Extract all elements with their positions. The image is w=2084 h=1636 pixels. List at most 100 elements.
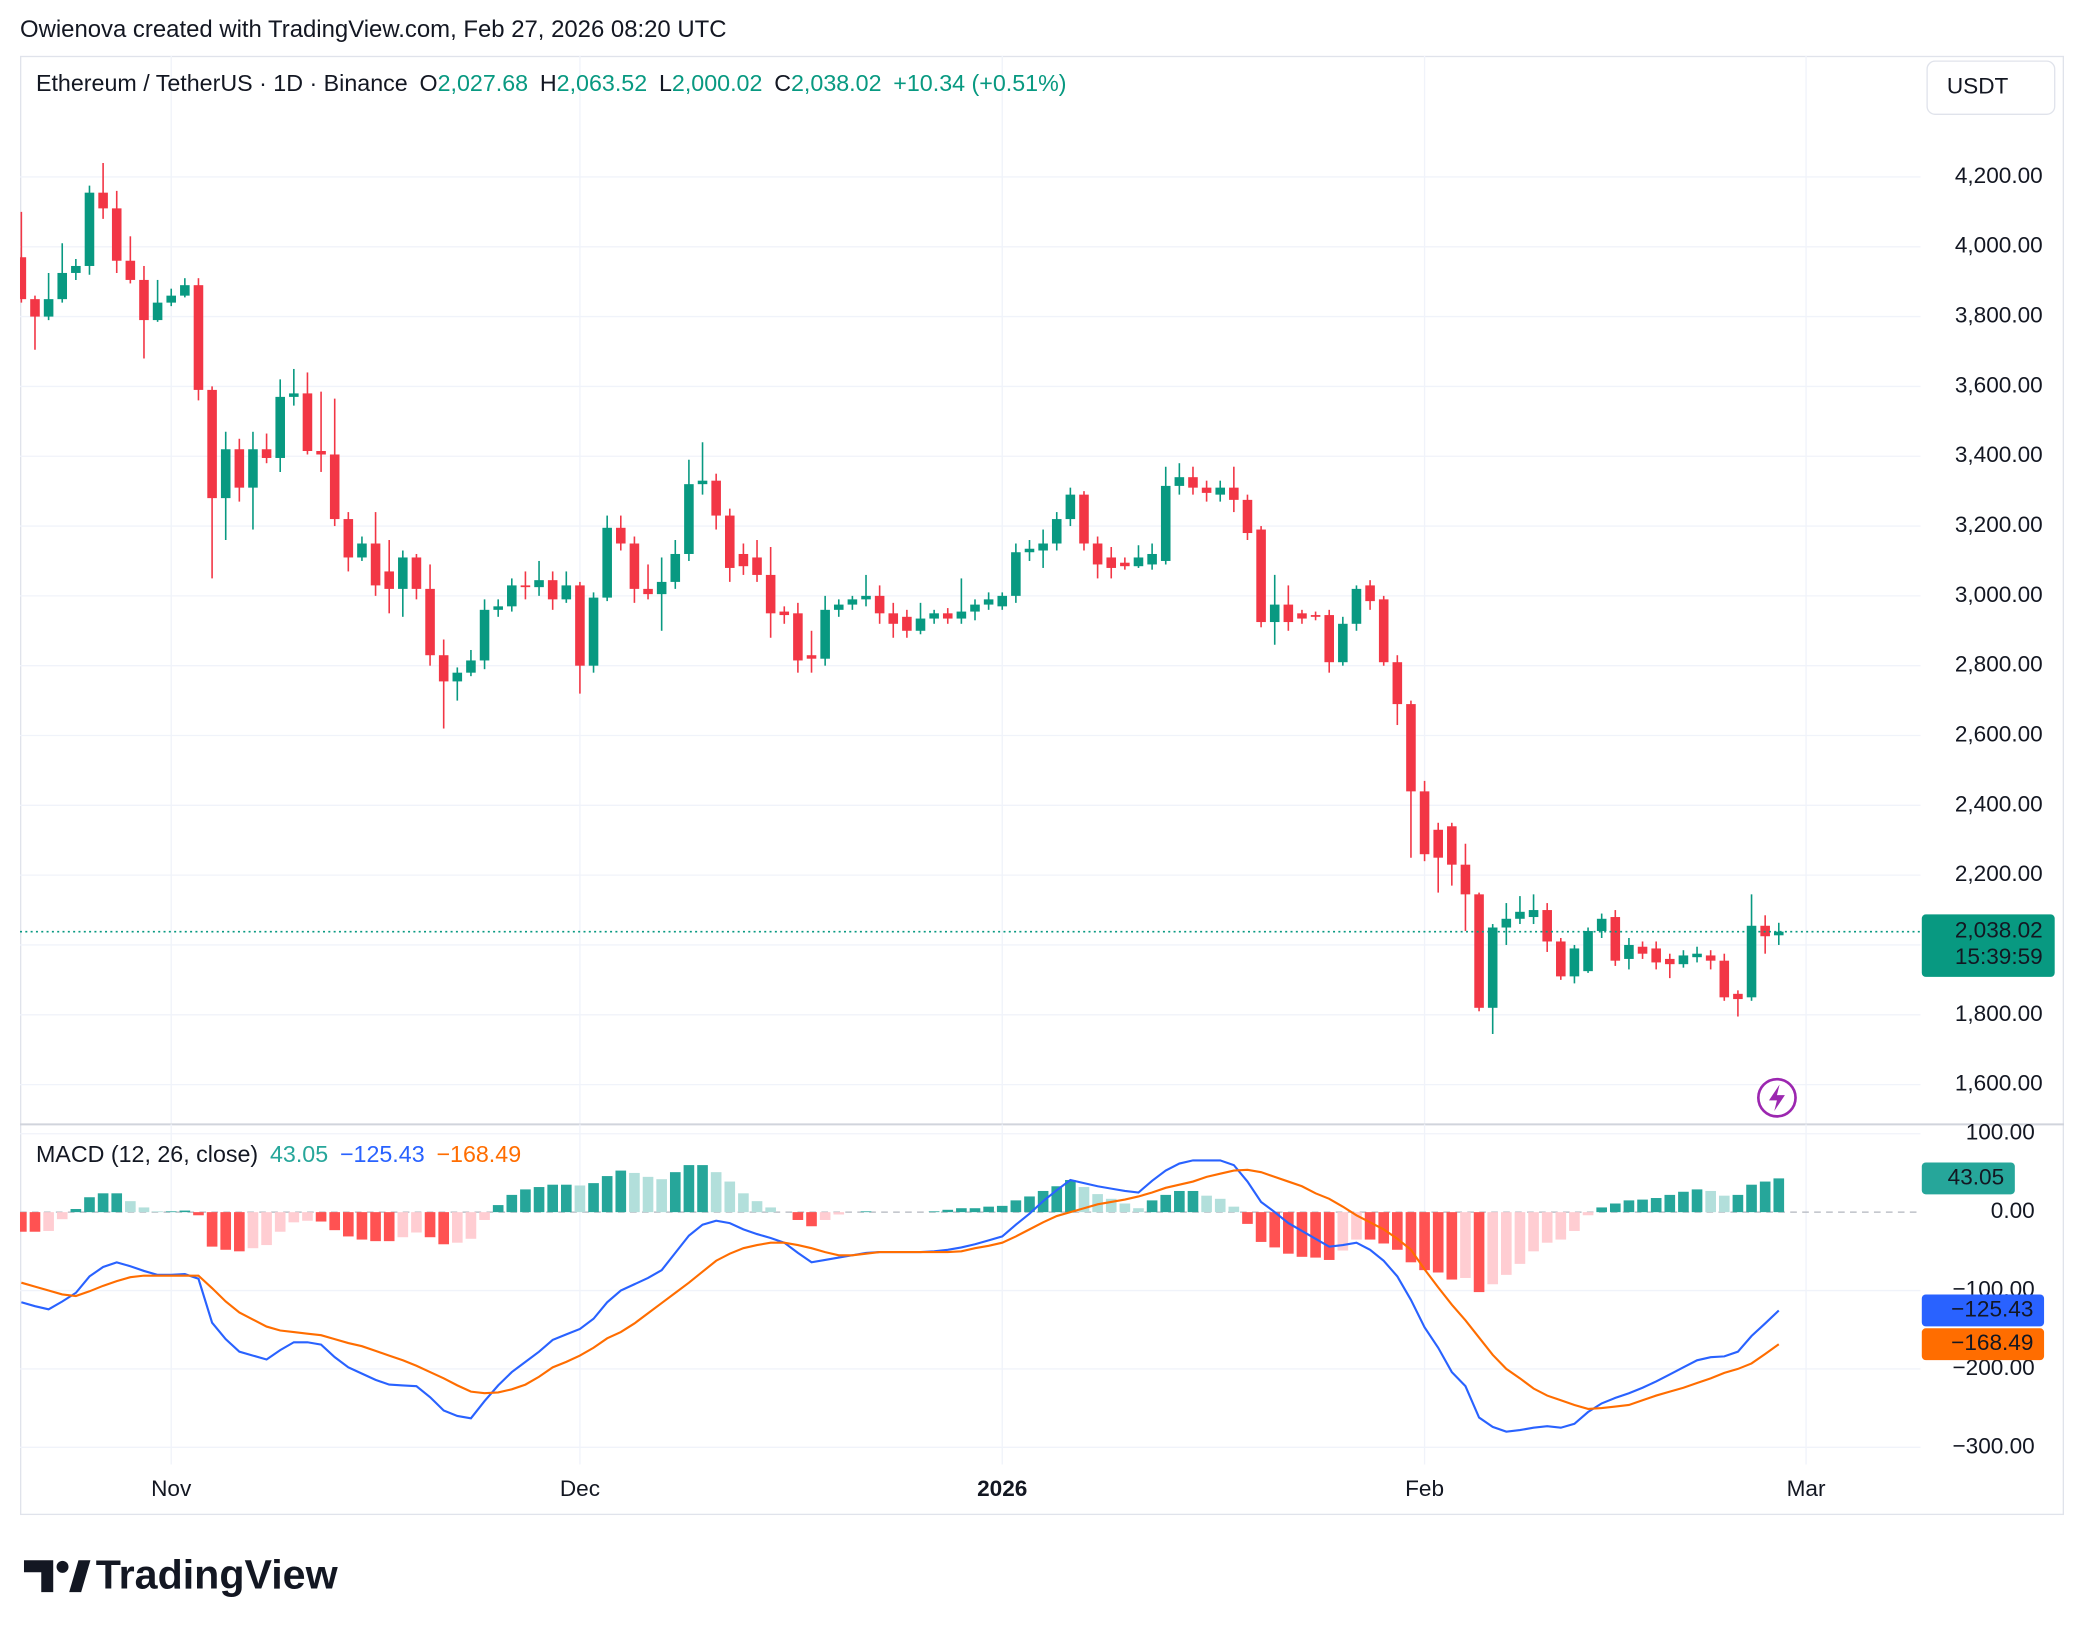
- candle-body: [111, 208, 122, 261]
- histogram-bar: [1501, 1212, 1512, 1275]
- signal-badge: [1921, 1328, 2045, 1361]
- alert-icon[interactable]: [1757, 1077, 1797, 1118]
- histogram-bar: [506, 1194, 518, 1213]
- histogram-bar: [1283, 1212, 1294, 1254]
- candle-body: [874, 595, 885, 614]
- candle-body: [57, 272, 68, 300]
- histogram-bar: [1051, 1186, 1063, 1213]
- legend-value: 2,027.68: [438, 70, 529, 96]
- histogram-bar: [1419, 1212, 1430, 1271]
- candle-body: [1174, 477, 1185, 486]
- macd-value: −125.43: [340, 1141, 425, 1167]
- candle-body: [493, 606, 503, 610]
- currency-button-box[interactable]: [1926, 60, 2056, 115]
- candle-body: [1051, 519, 1062, 544]
- histogram-bar: [247, 1212, 259, 1249]
- candle-body: [1556, 941, 1566, 977]
- candle-body: [384, 571, 394, 589]
- candle-body: [1324, 615, 1334, 663]
- histogram-bar: [1473, 1212, 1485, 1293]
- histogram-bar: [942, 1209, 954, 1213]
- candle-body: [1351, 588, 1362, 624]
- macd-badge-label: −125.43: [1951, 1296, 2033, 1321]
- histogram-bar: [656, 1179, 667, 1213]
- candle-body: [888, 613, 899, 624]
- candle-body: [793, 613, 803, 661]
- histogram-bar: [969, 1208, 981, 1213]
- histogram-bar: [1242, 1212, 1253, 1224]
- histogram-bar: [111, 1193, 123, 1213]
- legend-label: C: [774, 70, 791, 96]
- histogram-bar: [983, 1206, 994, 1213]
- candle-body: [1433, 829, 1443, 858]
- histogram-bar: [234, 1212, 245, 1252]
- histogram-bar: [683, 1165, 695, 1213]
- histogram-bar: [343, 1212, 354, 1237]
- candle-body: [806, 655, 817, 659]
- macd-title: MACD (12, 26, close): [36, 1141, 258, 1167]
- legend-value: 2,000.02: [672, 70, 763, 96]
- candle-body: [643, 588, 653, 595]
- histogram-bar: [1174, 1190, 1185, 1213]
- histogram-bar: [356, 1212, 368, 1240]
- candle-body: [207, 389, 217, 499]
- currency-button[interactable]: USDT: [1926, 60, 2056, 115]
- candle-body: [370, 543, 381, 586]
- candle-body: [1637, 946, 1648, 954]
- histogram-bar: [1119, 1203, 1131, 1213]
- candle-body: [820, 609, 830, 659]
- histogram-bar: [1160, 1194, 1172, 1213]
- y-tick-label: 2,600.00: [1955, 721, 2043, 746]
- histogram-bar: [533, 1187, 545, 1213]
- histogram-bar: [1759, 1181, 1771, 1213]
- candle-body: [1515, 911, 1525, 919]
- histogram-bar: [1582, 1212, 1594, 1216]
- histogram-bar: [315, 1212, 327, 1222]
- candle-body: [1242, 499, 1253, 534]
- histogram-bar: [1065, 1179, 1076, 1213]
- candle-body: [1392, 662, 1403, 705]
- candle-body: [98, 192, 108, 209]
- histogram-bar: [751, 1201, 763, 1213]
- last-price-badge: [1921, 914, 2055, 977]
- candle-body: [166, 295, 177, 303]
- histogram-value: 43.05: [270, 1141, 328, 1167]
- currency-label[interactable]: USDT: [1947, 74, 2009, 99]
- y-tick-label: 3,200.00: [1955, 512, 2043, 537]
- histogram-bar: [1460, 1212, 1471, 1278]
- candle-body: [1651, 948, 1661, 963]
- candle-body: [1419, 791, 1430, 855]
- histogram-bar: [1269, 1212, 1281, 1248]
- candle-body: [19, 257, 27, 300]
- histogram-bar: [629, 1172, 640, 1213]
- y-tick-label: −300.00: [1953, 1433, 2035, 1458]
- histogram-bar: [1323, 1212, 1335, 1260]
- histogram-bar: [819, 1212, 831, 1220]
- histogram-bar: [1555, 1212, 1567, 1240]
- histogram-bar: [19, 1212, 27, 1232]
- histogram-bar: [1514, 1212, 1526, 1264]
- histogram-bar: [1596, 1207, 1607, 1213]
- histogram-badge: [1921, 1162, 2015, 1195]
- histogram-bar: [996, 1205, 1008, 1213]
- alert-bolt[interactable]: [1768, 1084, 1785, 1112]
- logo-text: TradingView: [96, 1551, 339, 1597]
- histogram-bar: [479, 1212, 490, 1220]
- histogram-bar: [574, 1185, 586, 1213]
- logo-slash: [69, 1560, 91, 1593]
- signal-line: [21, 1168, 1780, 1410]
- legend-label: O: [419, 70, 437, 96]
- frame: [19, 55, 2065, 1516]
- histogram-bar: [1255, 1212, 1267, 1242]
- candle-body: [193, 285, 204, 390]
- candle-body: [1338, 623, 1348, 663]
- candle-body: [779, 611, 790, 616]
- candle-body: [1569, 948, 1580, 977]
- candle-body: [425, 588, 435, 656]
- histogram-bar: [438, 1212, 450, 1245]
- histogram-bar: [29, 1212, 41, 1232]
- histogram-bar: [697, 1165, 708, 1213]
- histogram-bar: [1105, 1198, 1117, 1213]
- candle-body: [738, 553, 749, 567]
